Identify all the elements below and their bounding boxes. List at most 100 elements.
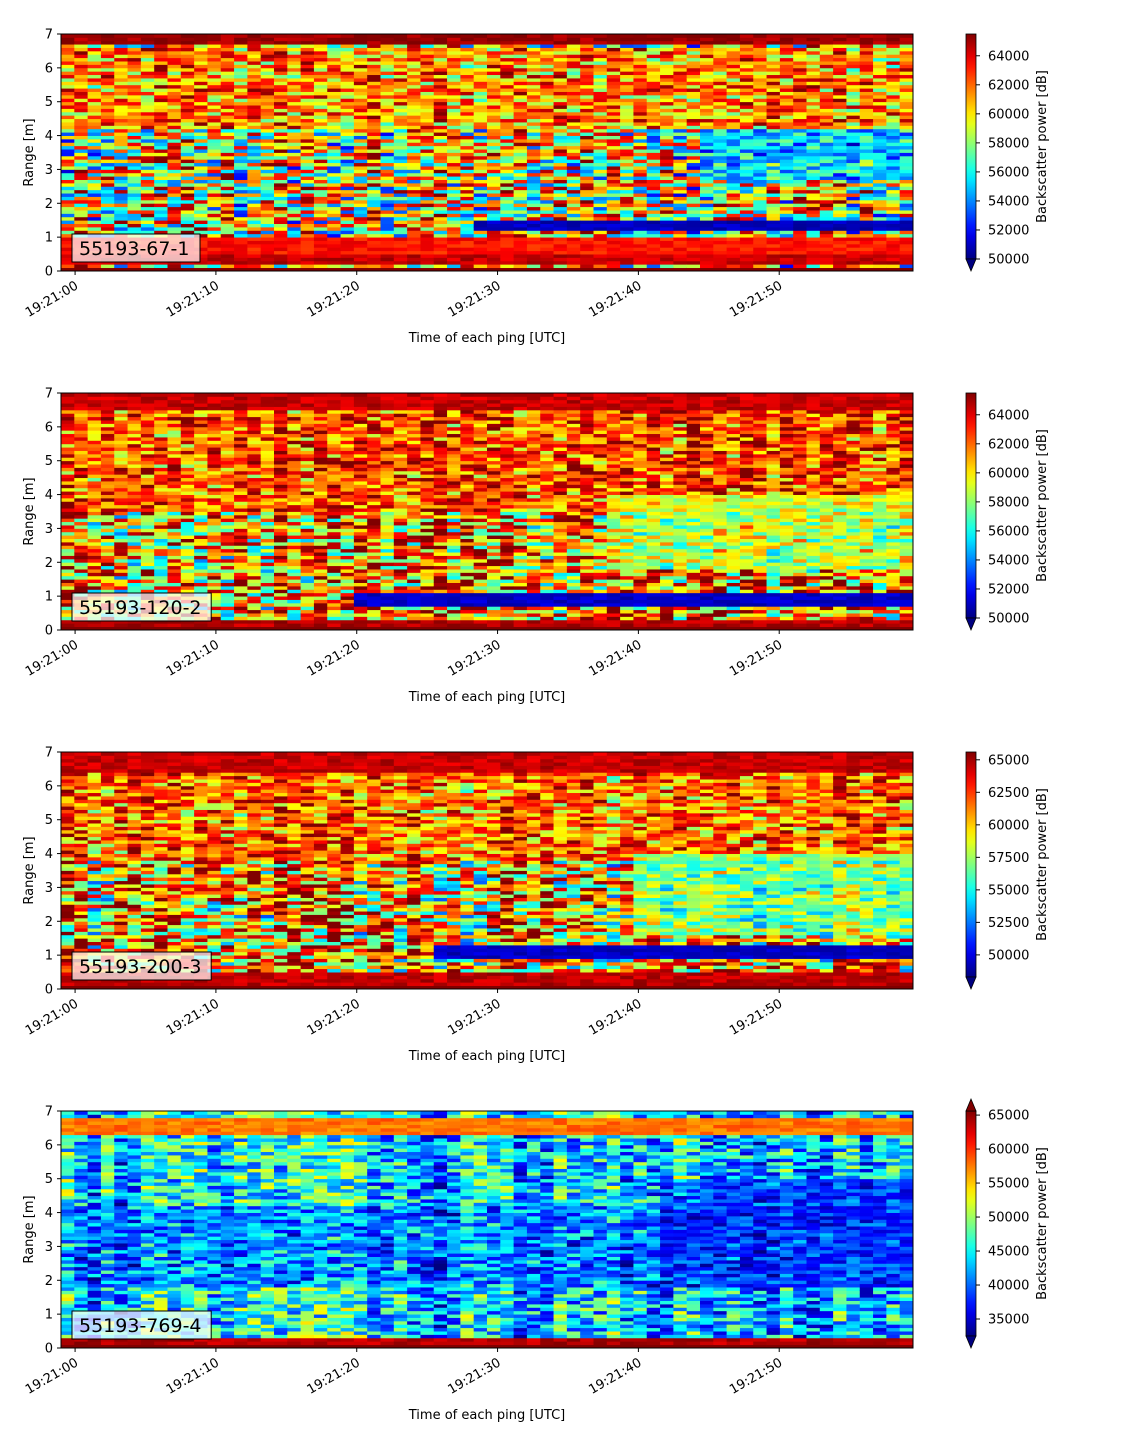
heatmap-1: [61, 34, 914, 272]
y-tick-label: 1: [45, 231, 53, 246]
y-axis-label: Range [m]: [22, 477, 37, 545]
y-tick-label: 5: [45, 813, 53, 828]
y-tick-label: 1: [45, 1308, 53, 1323]
colorbar-extend: [965, 617, 977, 632]
x-tick-label: 19:21:00: [23, 1355, 81, 1397]
y-tick-label: 4: [45, 129, 53, 144]
colorbar-tick-label: 58000: [988, 495, 1029, 510]
colorbar-tick-label: 52000: [988, 582, 1029, 597]
panel-label-box: [71, 1310, 212, 1340]
colorbar-tick-label: 57500: [988, 851, 1029, 866]
colorbar-extend: [965, 1335, 977, 1350]
y-tick-label: 0: [45, 265, 53, 280]
panel-label: 55193-769-4: [79, 1315, 202, 1337]
x-tick-label: 19:21:50: [727, 996, 785, 1038]
x-tick-label: 19:21:40: [586, 637, 644, 679]
y-axis-label: Range [m]: [22, 1195, 37, 1263]
y-tick-label: 5: [45, 95, 53, 110]
y-tick-label: 7: [45, 1105, 53, 1120]
y-tick-label: 5: [45, 454, 53, 469]
colorbar-tick-label: 60000: [988, 107, 1029, 122]
x-tick-label: 19:21:20: [305, 637, 363, 679]
colorbar-tick-label: 52500: [988, 916, 1029, 931]
colorbar-tick-label: 60000: [988, 818, 1029, 833]
x-tick-label: 19:21:20: [305, 278, 363, 320]
y-tick-label: 7: [45, 387, 53, 402]
y-tick-label: 3: [45, 522, 53, 537]
x-axis-label: Time of each ping [UTC]: [408, 331, 566, 346]
y-tick-label: 0: [45, 624, 53, 639]
x-axis-label: Time of each ping [UTC]: [408, 1049, 566, 1064]
colorbar-tick-label: 50000: [988, 612, 1029, 627]
x-tick-label: 19:21:10: [164, 278, 222, 320]
colorbar-label: Backscatter power [dB]: [1035, 70, 1050, 223]
colorbar-tick-label: 56000: [988, 165, 1029, 180]
panel-label-box: [71, 951, 212, 981]
x-axis-label: Time of each ping [UTC]: [408, 1408, 566, 1423]
colorbar-extend: [965, 976, 977, 991]
panel-label-box: [71, 233, 201, 263]
y-tick-label: 1: [45, 949, 53, 964]
x-tick-label: 19:21:30: [445, 637, 503, 679]
x-tick-label: 19:21:40: [586, 996, 644, 1038]
colorbar-tick-label: 64000: [988, 408, 1029, 423]
heatmap-2: [61, 393, 914, 631]
y-tick-label: 1: [45, 590, 53, 605]
axes-frame: [60, 1110, 914, 1349]
colorbar-label: Backscatter power [dB]: [1035, 788, 1050, 941]
x-tick-label: 19:21:00: [23, 637, 81, 679]
x-tick-label: 19:21:40: [586, 278, 644, 320]
colorbar-tick-label: 58000: [988, 136, 1029, 151]
x-tick-label: 19:21:20: [305, 1355, 363, 1397]
y-tick-label: 0: [45, 983, 53, 998]
colorbar-tick-label: 56000: [988, 524, 1029, 539]
x-tick-label: 19:21:10: [164, 996, 222, 1038]
colorbar: 50000 52000 54000 56000 58000 60000 62000 64000…: [965, 392, 1050, 632]
y-tick-label: 6: [45, 779, 53, 794]
y-tick-label: 6: [45, 420, 53, 435]
panel-label: 55193-200-3: [79, 956, 202, 978]
colorbar-tick-label: 60000: [988, 466, 1029, 481]
colorbar-extend: [965, 1097, 977, 1112]
colorbar-tick-label: 65000: [988, 1109, 1029, 1124]
colorbar-tick-label: 40000: [988, 1279, 1029, 1294]
colorbar-tick-label: 50000: [988, 1211, 1029, 1226]
x-axis-label: Time of each ping [UTC]: [408, 690, 566, 705]
axes-frame: [60, 751, 914, 990]
colorbar-tick-label: 62000: [988, 78, 1029, 93]
colorbar: 50000 52500 55000 57500 60000 62500 65000 Backs…: [965, 751, 1050, 991]
y-axis-label: Range [m]: [22, 118, 37, 186]
y-tick-label: 7: [45, 746, 53, 761]
colorbar: 50000 52000 54000 56000 58000 60000 62000 64000…: [965, 33, 1050, 273]
y-tick-label: 3: [45, 163, 53, 178]
y-tick-label: 5: [45, 1172, 53, 1187]
colorbar-tick-label: 35000: [988, 1313, 1029, 1328]
y-tick-label: 4: [45, 1206, 53, 1221]
y-tick-label: 4: [45, 488, 53, 503]
x-tick-label: 19:21:50: [727, 278, 785, 320]
panel-4: 0 1 2 3 4 5 6 7 Range [m] 19:21:00 19:21:10 19:21:2…: [22, 1097, 1050, 1423]
x-tick-label: 19:21:30: [445, 996, 503, 1038]
colorbar-tick-label: 54000: [988, 194, 1029, 209]
colorbar-tick-label: 62500: [988, 786, 1029, 801]
colorbar-tick-label: 45000: [988, 1245, 1029, 1260]
y-tick-label: 2: [45, 1274, 53, 1289]
panel-3: 0 1 2 3 4 5 6 7 Range [m] 19:21:00 19:21:10 19:21:2…: [22, 746, 1050, 1065]
colorbar-tick-label: 60000: [988, 1143, 1029, 1158]
y-tick-label: 2: [45, 556, 53, 571]
y-tick-label: 2: [45, 915, 53, 930]
colorbar-tick-label: 64000: [988, 49, 1029, 64]
x-tick-label: 19:21:00: [23, 996, 81, 1038]
axes-frame: [60, 392, 914, 631]
y-tick-label: 6: [45, 1138, 53, 1153]
x-tick-label: 19:21:10: [164, 637, 222, 679]
colorbar-tick-label: 50000: [988, 948, 1029, 963]
y-tick-label: 0: [45, 1342, 53, 1357]
colorbar-extend: [965, 258, 977, 273]
x-tick-label: 19:21:10: [164, 1355, 222, 1397]
y-tick-label: 4: [45, 847, 53, 862]
x-tick-label: 19:21:50: [727, 637, 785, 679]
y-tick-label: 2: [45, 197, 53, 212]
y-axis-label: Range [m]: [22, 836, 37, 904]
